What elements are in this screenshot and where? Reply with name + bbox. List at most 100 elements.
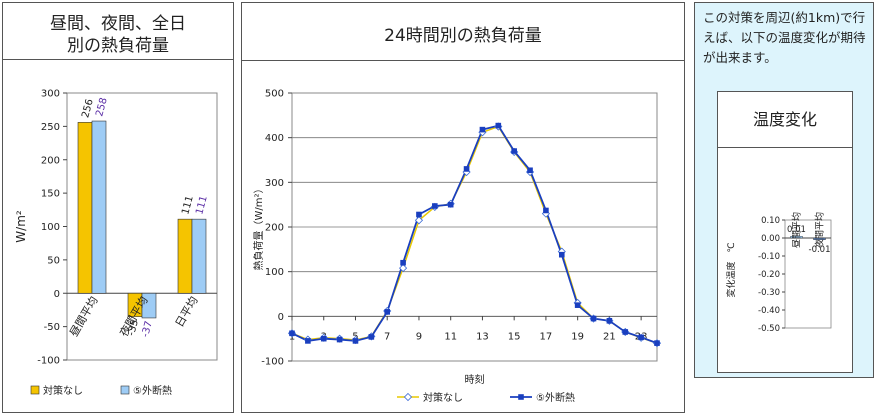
y-tick-label: 50 xyxy=(47,255,60,266)
left-title-line2: 別の熱負荷量 xyxy=(67,36,169,56)
data-label: -37 xyxy=(140,320,155,339)
legend-marker-insulation xyxy=(518,394,524,400)
point-insulation xyxy=(289,330,295,337)
data-label: 256 xyxy=(80,98,96,119)
point-insulation xyxy=(574,302,581,308)
point-insulation xyxy=(305,338,311,344)
legend-label-insulation: ⑤外断熱 xyxy=(536,391,575,404)
point-insulation xyxy=(590,315,597,322)
y-tick-label: -0.50 xyxy=(758,324,780,334)
bar xyxy=(813,237,826,240)
data-label: -35 xyxy=(126,319,141,338)
point-insulation xyxy=(622,329,629,335)
point-insulation xyxy=(447,201,454,208)
y-tick-label: 0.00 xyxy=(761,234,780,244)
y-tick-label: 0 xyxy=(278,312,284,323)
center-panel: 24時間別の熱負荷量 -1000100200300400500135791113… xyxy=(241,2,685,413)
y-axis-label: 変化温度 ℃ xyxy=(725,242,737,297)
y-tick-label: 500 xyxy=(265,89,284,100)
point-insulation xyxy=(384,309,391,315)
left-panel: 昼間、夜間、全日 別の熱負荷量 -100 -50 0 50 100 150 200 250 30… xyxy=(2,2,234,413)
category-label: 夜間平均 xyxy=(814,212,826,248)
point-insulation xyxy=(352,338,359,344)
point-insulation xyxy=(511,148,517,154)
bar xyxy=(790,235,803,239)
x-tick-label: 7 xyxy=(384,331,390,342)
y-tick-label: -0.10 xyxy=(758,252,780,262)
legend-marker-none xyxy=(403,392,413,402)
data-label: -0.01 xyxy=(809,245,831,255)
temperature-box: 温度変化 0.10 0.00 -0.10 -0.20 -0.30 -0.40 -0.50 変化… xyxy=(717,91,853,373)
category-label: 昼間平均 xyxy=(791,212,803,248)
center-line-chart: -10001002003004005001357911131517192123時… xyxy=(252,89,662,404)
legend-swatch-none xyxy=(30,385,40,395)
y-tick-label: -0.20 xyxy=(758,270,780,280)
point-insulation xyxy=(336,336,343,343)
point-insulation xyxy=(479,126,486,133)
y-tick-label: -0.30 xyxy=(758,288,780,298)
y-tick-label: -0.40 xyxy=(758,306,780,316)
point-insulation xyxy=(400,259,406,266)
data-label: 258 xyxy=(94,97,110,118)
bar xyxy=(91,120,107,294)
temperature-bar-chart: 0.10 0.00 -0.10 -0.20 -0.30 -0.40 -0.50 変化温度 ℃ 0… xyxy=(725,212,832,334)
center-title: 24時間別の熱負荷量 xyxy=(384,26,542,46)
y-tick-label: 300 xyxy=(265,178,284,189)
y-tick-label: 100 xyxy=(265,267,284,278)
bar xyxy=(141,292,157,319)
bar xyxy=(77,122,93,294)
y-tick-label: -100 xyxy=(37,356,60,367)
x-tick-label: 15 xyxy=(508,331,521,342)
y-tick-label: -50 xyxy=(44,322,60,333)
point-insulation xyxy=(495,122,502,129)
legend-label-none: 対策なし xyxy=(43,384,83,397)
x-tick-label: 19 xyxy=(571,331,584,342)
data-label: 111 xyxy=(180,195,196,216)
point-insulation xyxy=(543,207,549,214)
x-tick-label: 17 xyxy=(540,331,553,342)
left-title-divider xyxy=(3,59,233,60)
point-insulation xyxy=(638,334,644,341)
point-insulation xyxy=(320,335,327,342)
right-note: この対策を周辺(約1km)で行えば、以下の温度変化が期待が出来ます。 xyxy=(703,10,866,65)
y-axis-label: W/m² xyxy=(14,210,28,243)
x-tick-label: 9 xyxy=(416,331,422,342)
y-tick-label: 200 xyxy=(41,155,60,166)
temperature-box-divider xyxy=(718,147,852,148)
legend-label-insulation: ⑤外断熱 xyxy=(133,384,172,397)
data-label: 0.01 xyxy=(787,225,806,235)
point-insulation xyxy=(654,340,660,346)
y-tick-label: 250 xyxy=(41,122,60,133)
y-tick-label: 150 xyxy=(41,189,60,200)
point-insulation xyxy=(558,251,565,258)
point-insulation xyxy=(368,334,375,340)
y-tick-label: -100 xyxy=(261,357,284,368)
y-axis-label: 熱負荷量（W/m²） xyxy=(252,183,265,270)
point-none xyxy=(414,216,424,225)
point-insulation xyxy=(606,318,613,324)
legend-swatch-insulation xyxy=(120,385,130,395)
point-insulation xyxy=(432,203,438,209)
center-title-divider xyxy=(242,60,684,61)
y-tick-label: 0.10 xyxy=(761,216,780,226)
x-tick-label: 21 xyxy=(603,331,616,342)
point-insulation xyxy=(463,166,470,172)
y-tick-label: 300 xyxy=(41,89,60,100)
data-label: 111 xyxy=(194,195,210,216)
bar xyxy=(177,218,193,294)
point-insulation xyxy=(416,211,422,218)
point-none xyxy=(399,264,408,273)
temperature-box-title: 温度変化 xyxy=(752,110,817,129)
right-panel: この対策を周辺(約1km)で行えば、以下の温度変化が期待が出来ます。 温度変化 … xyxy=(694,2,874,378)
x-tick-label: 13 xyxy=(476,331,489,342)
y-tick-label: 400 xyxy=(265,133,284,144)
legend-label-none: 対策なし xyxy=(423,391,463,404)
x-axis-label: 時刻 xyxy=(465,373,485,386)
left-title-line1: 昼間、夜間、全日 xyxy=(50,14,186,34)
point-insulation xyxy=(527,167,533,174)
y-tick-label: 200 xyxy=(265,223,284,234)
x-tick-label: 11 xyxy=(444,331,457,342)
bar xyxy=(191,218,207,294)
y-tick-label: 100 xyxy=(41,222,60,233)
